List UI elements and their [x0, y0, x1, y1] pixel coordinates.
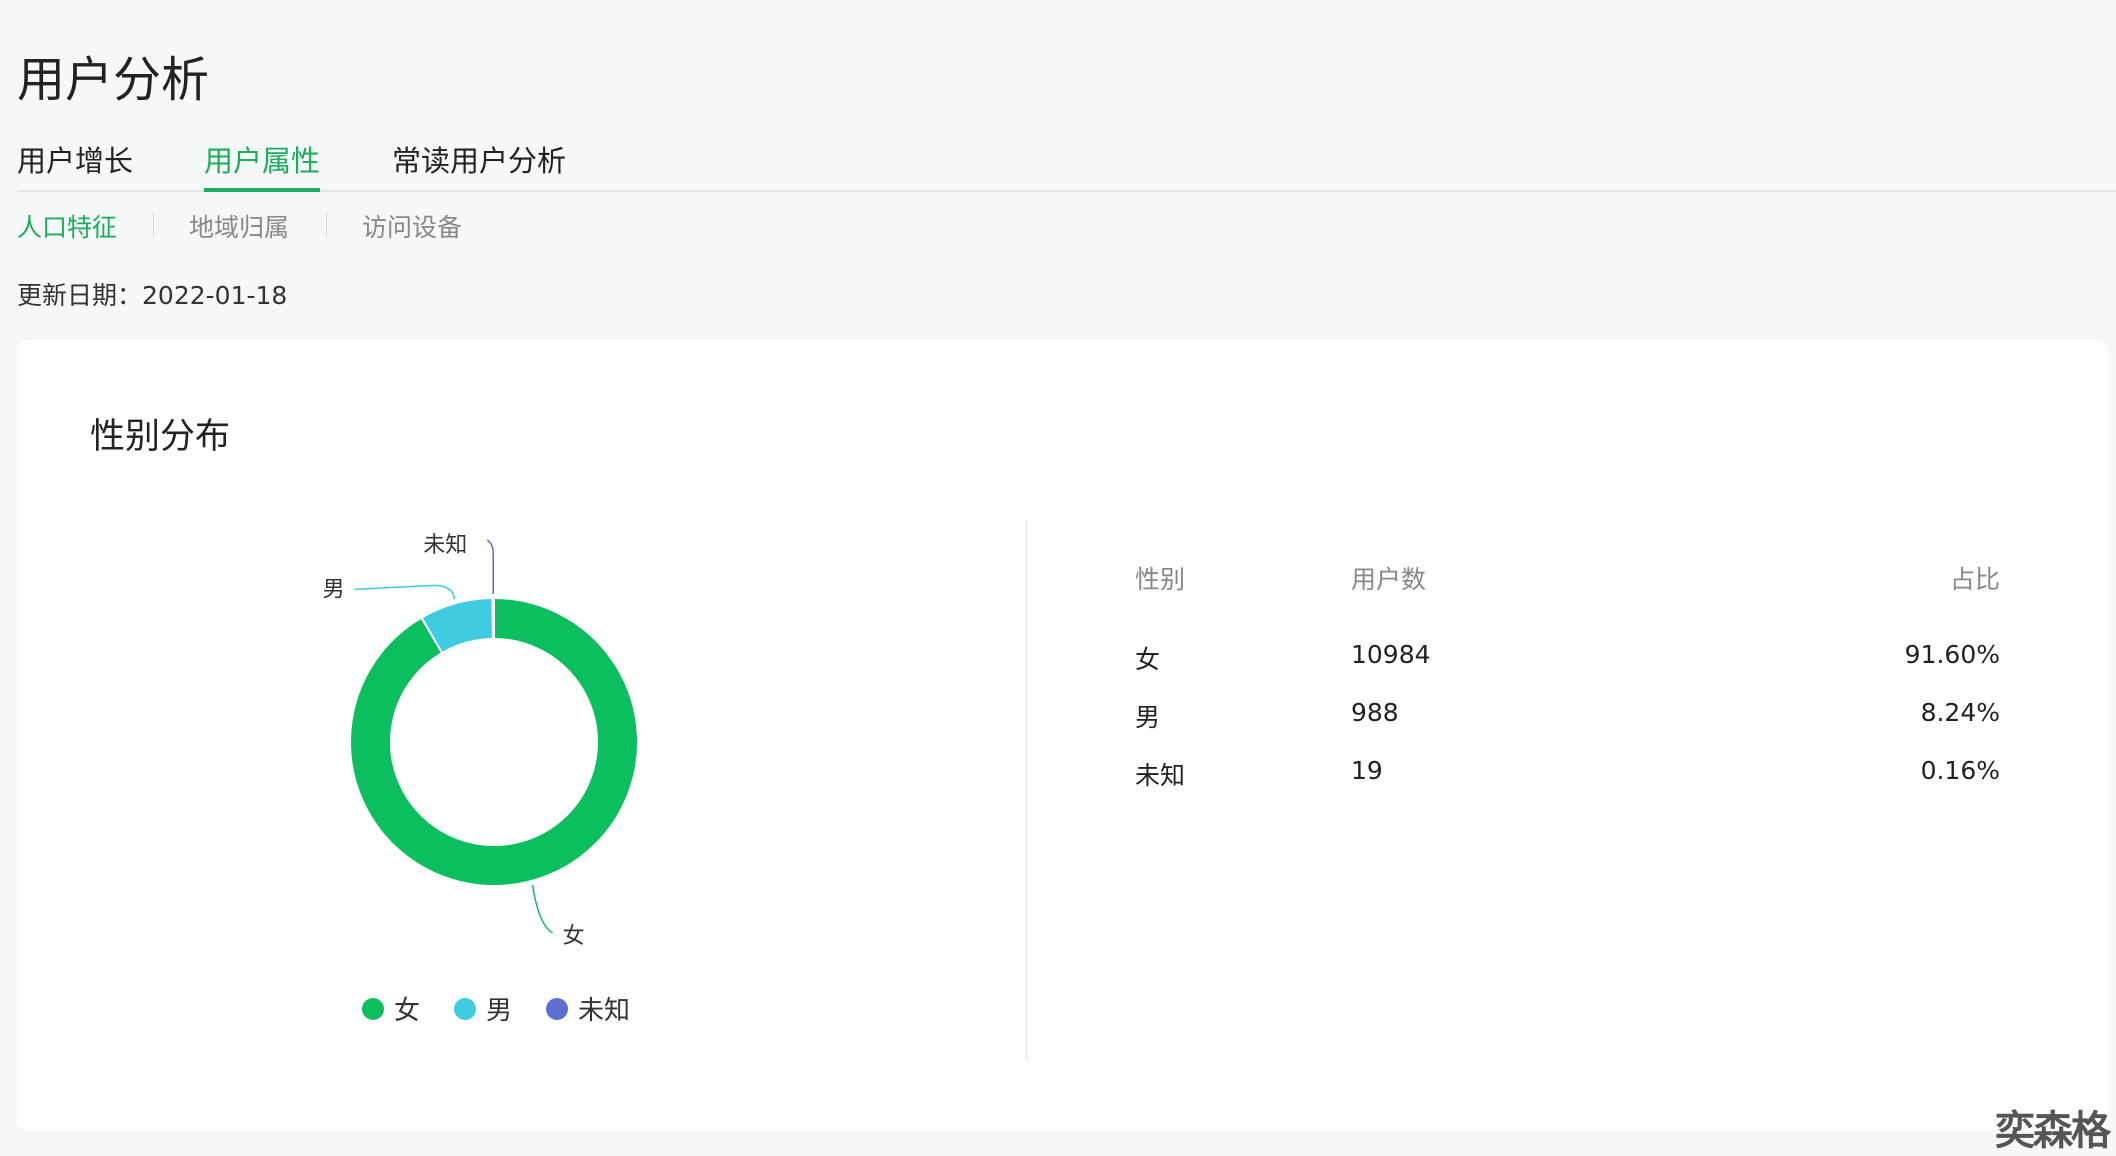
subtab-separator — [326, 212, 327, 238]
cell-gender: 未知 — [1135, 761, 1186, 790]
legend-dot — [546, 997, 568, 1020]
col-header-ratio: 占比 — [1949, 565, 2000, 594]
card-divider — [1026, 520, 1027, 1060]
subtab-separator — [153, 212, 154, 238]
card-title: 性别分布 — [90, 417, 231, 457]
col-header-gender: 性别 — [1135, 565, 1186, 594]
slice-label: 未知 — [423, 533, 467, 558]
subtab-device[interactable]: 访问设备 — [362, 213, 463, 242]
legend-item-female[interactable]: 女 — [362, 990, 420, 1027]
legend-label: 男 — [486, 996, 513, 1026]
update-date-label: 更新日期： — [17, 281, 143, 310]
cell-ratio: 0.16% — [1920, 756, 2000, 785]
cell-users: 988 — [1351, 698, 1399, 727]
slice-label: 男 — [323, 577, 345, 602]
donut-slice[interactable] — [491, 596, 495, 641]
cell-gender: 女 — [1135, 645, 1161, 674]
watermark-logo: 奕森格 — [1995, 1108, 2111, 1154]
legend-dot — [454, 997, 476, 1020]
page-title: 用户分析 — [17, 52, 210, 108]
subtab-demographics[interactable]: 人口特征 — [17, 213, 118, 242]
legend-label: 未知 — [578, 996, 631, 1026]
legend-label: 女 — [394, 996, 421, 1026]
legend-item-unknown[interactable]: 未知 — [546, 990, 630, 1027]
legend-dot — [362, 997, 384, 1020]
cell-ratio: 8.24% — [1920, 698, 2000, 727]
cell-gender: 男 — [1135, 703, 1161, 732]
update-date-value: 2022-01-18 — [142, 281, 288, 310]
cell-users: 10984 — [1351, 640, 1431, 669]
cell-users: 19 — [1351, 756, 1383, 785]
cell-ratio: 91.60% — [1904, 640, 2000, 669]
label-line — [486, 539, 495, 595]
label-line — [354, 584, 456, 600]
tab-user-growth[interactable]: 用户增长 — [17, 144, 134, 178]
gender-donut-chart: 女 男 未知 — [323, 533, 639, 949]
donut-slice[interactable] — [349, 596, 639, 887]
col-header-users: 用户数 — [1351, 565, 1427, 594]
subtab-region[interactable]: 地域归属 — [189, 213, 290, 242]
tab-frequent-readers[interactable]: 常读用户分析 — [392, 144, 567, 178]
active-tab-indicator — [204, 188, 320, 192]
update-date: 更新日期：2022-01-18 — [17, 276, 287, 312]
tab-divider — [17, 190, 2116, 192]
legend-item-male[interactable]: 男 — [454, 990, 512, 1027]
slice-label: 女 — [563, 924, 585, 949]
tab-user-attributes[interactable]: 用户属性 — [204, 144, 321, 178]
label-line — [531, 884, 554, 934]
